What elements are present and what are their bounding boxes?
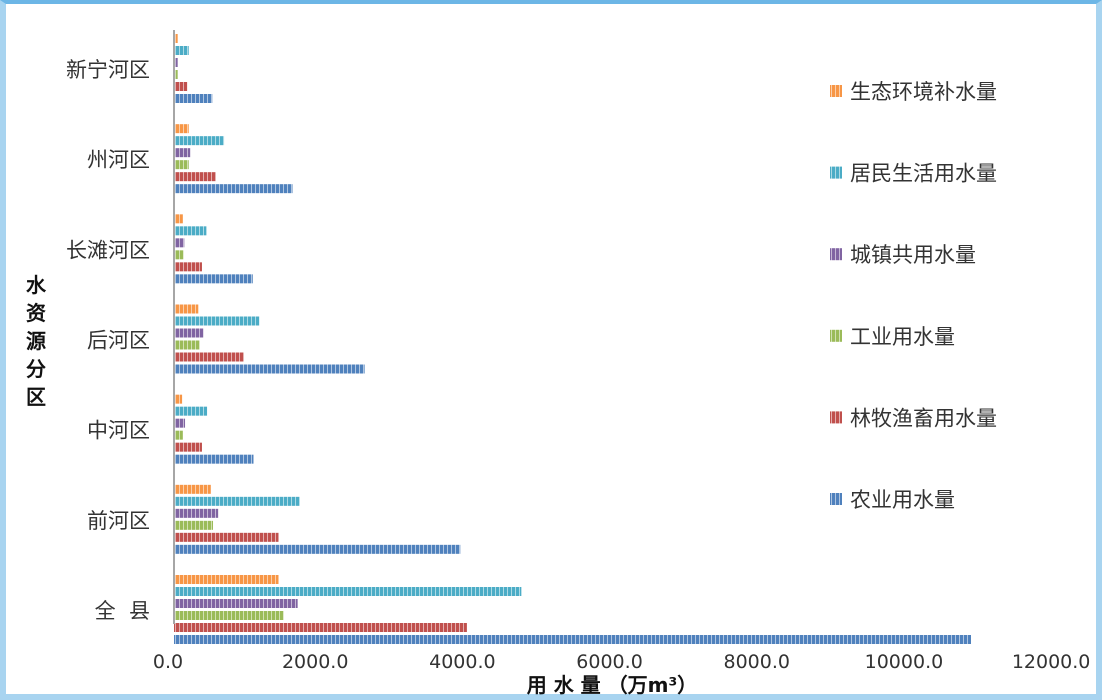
bar-5-1 bbox=[174, 496, 300, 506]
legend-label: 城镇共用水量 bbox=[850, 243, 976, 267]
bar-6-3 bbox=[174, 611, 284, 620]
x-axis-title: 用 水 量 （万m³） bbox=[527, 673, 698, 697]
x-tick-label: 4000.0 bbox=[429, 651, 495, 673]
y-axis-title-char: 水 bbox=[26, 273, 47, 297]
x-tick-label: 10000.0 bbox=[865, 651, 944, 673]
bar-1-5 bbox=[174, 184, 293, 194]
y-axis-title-char: 资 bbox=[26, 301, 46, 325]
bar-2-2 bbox=[174, 238, 185, 248]
legend-swatch bbox=[830, 493, 842, 505]
legend-swatch bbox=[830, 329, 842, 342]
bar-0-1 bbox=[174, 46, 189, 55]
y-axis-title-char: 源 bbox=[26, 329, 46, 353]
bar-3-4 bbox=[174, 352, 244, 362]
bar-2-4 bbox=[174, 262, 202, 272]
bar-4-4 bbox=[174, 442, 202, 452]
bars-group bbox=[174, 34, 971, 644]
x-tick-labels: 0.0 2000.0 4000.0 6000.0 8000.0 10000.0 12000.… bbox=[153, 651, 1091, 673]
legend-swatch bbox=[830, 411, 842, 424]
bar-1-4 bbox=[174, 172, 216, 182]
bar-3-3 bbox=[174, 340, 200, 350]
bar-2-0 bbox=[174, 214, 183, 224]
bar-0-4 bbox=[174, 82, 188, 91]
bar-5-2 bbox=[174, 508, 219, 518]
bar-3-1 bbox=[174, 316, 260, 326]
bar-5-4 bbox=[174, 532, 279, 542]
category-label: 州河区 bbox=[87, 148, 150, 172]
bar-6-0 bbox=[174, 575, 279, 584]
bar-4-0 bbox=[174, 394, 183, 404]
bar-1-1 bbox=[174, 136, 225, 146]
bar-6-5 bbox=[174, 635, 971, 644]
bar-0-0 bbox=[174, 34, 178, 43]
x-tick-label: 12000.0 bbox=[1012, 651, 1091, 673]
bar-4-2 bbox=[174, 418, 186, 428]
x-tick-label: 2000.0 bbox=[282, 651, 348, 673]
legend-label: 工业用水量 bbox=[850, 325, 955, 349]
category-label: 新宁河区 bbox=[66, 58, 150, 82]
bar-1-2 bbox=[174, 148, 191, 158]
x-tick-label: 0.0 bbox=[153, 651, 183, 673]
legend-label: 生态环境补水量 bbox=[850, 80, 997, 104]
bar-6-4 bbox=[174, 623, 467, 632]
category-label: 中河区 bbox=[87, 419, 150, 443]
bar-2-3 bbox=[174, 250, 184, 260]
bar-0-3 bbox=[174, 70, 178, 79]
bar-3-0 bbox=[174, 304, 199, 314]
bar-2-1 bbox=[174, 226, 207, 236]
bar-2-5 bbox=[174, 274, 253, 284]
y-axis-title-char: 区 bbox=[26, 385, 46, 409]
legend-label: 居民生活用水量 bbox=[850, 162, 997, 186]
bar-5-5 bbox=[174, 544, 461, 554]
bar-5-3 bbox=[174, 520, 214, 530]
legend-label: 林牧渔畜用水量 bbox=[850, 406, 997, 430]
bar-0-5 bbox=[174, 94, 213, 103]
bar-3-2 bbox=[174, 328, 204, 338]
y-axis-title-char: 分 bbox=[26, 357, 46, 381]
legend-swatch bbox=[830, 248, 842, 261]
category-label: 后河区 bbox=[87, 329, 150, 353]
bar-6-2 bbox=[174, 599, 298, 608]
legend-swatch bbox=[830, 85, 842, 97]
bar-4-5 bbox=[174, 454, 254, 464]
legend-swatch bbox=[830, 166, 842, 179]
bar-1-0 bbox=[174, 124, 189, 134]
category-label: 前河区 bbox=[87, 509, 150, 533]
bar-4-1 bbox=[174, 406, 208, 416]
legend-label: 农业用水量 bbox=[850, 488, 955, 512]
bar-6-1 bbox=[174, 587, 522, 596]
x-tick-label: 6000.0 bbox=[576, 651, 642, 673]
bar-5-0 bbox=[174, 484, 211, 494]
x-tick-label: 8000.0 bbox=[723, 651, 789, 673]
category-label: 全 县 bbox=[95, 599, 150, 623]
bar-4-3 bbox=[174, 430, 183, 440]
bar-1-3 bbox=[174, 160, 189, 170]
bar-0-2 bbox=[174, 58, 178, 67]
bar-3-5 bbox=[174, 364, 365, 374]
category-label: 长滩河区 bbox=[66, 238, 150, 262]
